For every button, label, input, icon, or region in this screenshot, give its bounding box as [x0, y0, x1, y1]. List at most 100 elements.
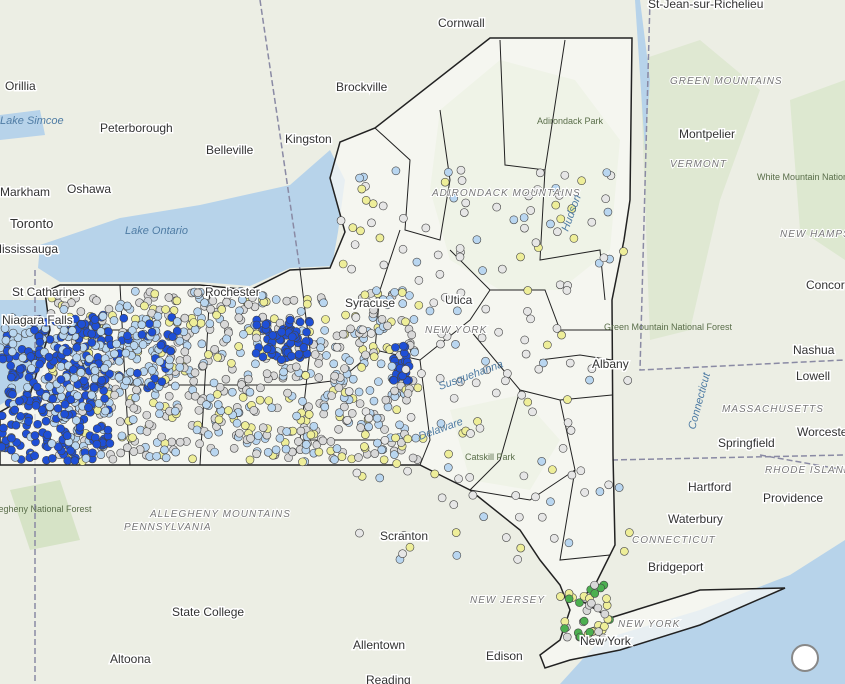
well-marker[interactable]: [59, 325, 69, 335]
well-marker[interactable]: [229, 443, 239, 453]
well-marker[interactable]: [224, 406, 233, 415]
well-marker[interactable]: [45, 335, 55, 344]
well-marker[interactable]: [30, 451, 40, 461]
well-marker[interactable]: [556, 592, 565, 601]
well-marker[interactable]: [558, 444, 568, 453]
well-marker[interactable]: [189, 318, 198, 327]
well-marker[interactable]: [567, 204, 577, 213]
well-marker[interactable]: [302, 299, 312, 309]
well-marker[interactable]: [433, 250, 443, 260]
well-marker[interactable]: [76, 368, 86, 377]
well-marker[interactable]: [150, 289, 160, 299]
well-marker[interactable]: [555, 280, 565, 290]
well-marker[interactable]: [380, 435, 390, 445]
well-marker[interactable]: [361, 350, 370, 360]
well-marker[interactable]: [566, 426, 576, 435]
well-marker[interactable]: [533, 185, 542, 194]
well-marker[interactable]: [347, 264, 356, 274]
well-marker[interactable]: [8, 339, 18, 349]
well-marker[interactable]: [114, 356, 124, 366]
well-marker[interactable]: [364, 413, 374, 423]
well-marker[interactable]: [285, 315, 295, 325]
well-marker[interactable]: [355, 173, 364, 183]
well-marker[interactable]: [35, 359, 44, 369]
well-marker[interactable]: [253, 431, 263, 440]
well-marker[interactable]: [90, 366, 100, 375]
well-marker[interactable]: [338, 259, 348, 269]
well-marker[interactable]: [398, 299, 407, 308]
well-marker[interactable]: [206, 393, 215, 403]
well-marker[interactable]: [302, 327, 311, 337]
well-marker[interactable]: [318, 436, 328, 446]
well-marker[interactable]: [456, 165, 466, 175]
well-marker[interactable]: [454, 474, 463, 484]
well-marker[interactable]: [6, 372, 16, 382]
well-marker[interactable]: [204, 350, 213, 359]
well-marker[interactable]: [296, 426, 306, 436]
well-marker[interactable]: [240, 421, 250, 430]
well-marker[interactable]: [399, 214, 408, 223]
well-marker[interactable]: [345, 356, 354, 365]
well-marker[interactable]: [0, 423, 8, 433]
well-marker[interactable]: [44, 352, 54, 362]
well-marker[interactable]: [391, 433, 400, 443]
well-marker[interactable]: [421, 223, 431, 233]
well-marker[interactable]: [501, 376, 510, 386]
well-marker[interactable]: [275, 433, 285, 443]
well-marker[interactable]: [375, 233, 385, 243]
well-marker[interactable]: [451, 528, 461, 537]
well-marker[interactable]: [8, 390, 17, 399]
well-marker[interactable]: [261, 320, 271, 329]
well-marker[interactable]: [205, 319, 215, 328]
well-marker[interactable]: [170, 406, 180, 416]
well-marker[interactable]: [481, 304, 491, 314]
well-marker[interactable]: [614, 483, 624, 492]
well-marker[interactable]: [523, 397, 533, 407]
well-marker[interactable]: [147, 327, 157, 337]
well-marker[interactable]: [188, 454, 197, 464]
well-marker[interactable]: [30, 317, 39, 327]
well-marker[interactable]: [251, 348, 261, 358]
well-marker[interactable]: [210, 447, 219, 457]
well-marker[interactable]: [157, 377, 167, 387]
well-marker[interactable]: [192, 425, 202, 435]
well-marker[interactable]: [567, 470, 577, 480]
well-marker[interactable]: [244, 374, 253, 384]
well-marker[interactable]: [244, 300, 253, 309]
well-marker[interactable]: [370, 449, 380, 458]
well-marker[interactable]: [534, 364, 544, 374]
well-marker[interactable]: [399, 341, 408, 351]
well-marker[interactable]: [564, 538, 574, 548]
well-marker[interactable]: [376, 359, 386, 369]
well-marker[interactable]: [295, 317, 305, 327]
well-marker[interactable]: [289, 295, 299, 305]
well-marker[interactable]: [625, 528, 634, 537]
well-marker[interactable]: [577, 176, 586, 186]
well-marker[interactable]: [152, 451, 161, 461]
well-marker[interactable]: [53, 290, 63, 300]
well-marker[interactable]: [147, 381, 156, 390]
well-marker[interactable]: [521, 349, 531, 359]
well-marker[interactable]: [344, 387, 354, 396]
well-marker[interactable]: [519, 213, 529, 222]
well-marker[interactable]: [165, 355, 174, 365]
well-marker[interactable]: [255, 395, 265, 405]
well-marker[interactable]: [437, 493, 447, 503]
well-marker[interactable]: [355, 399, 365, 408]
well-marker[interactable]: [10, 405, 20, 415]
well-marker[interactable]: [142, 410, 152, 420]
well-marker[interactable]: [48, 454, 57, 463]
well-marker[interactable]: [302, 440, 311, 449]
well-marker[interactable]: [347, 409, 357, 418]
well-marker[interactable]: [131, 287, 140, 296]
well-marker[interactable]: [330, 455, 339, 464]
well-marker[interactable]: [354, 453, 363, 462]
well-marker[interactable]: [519, 471, 529, 481]
well-marker[interactable]: [190, 368, 200, 378]
well-marker[interactable]: [576, 466, 586, 476]
well-marker[interactable]: [90, 315, 100, 324]
well-marker[interactable]: [593, 603, 603, 613]
well-marker[interactable]: [294, 349, 304, 359]
well-marker[interactable]: [110, 349, 119, 359]
